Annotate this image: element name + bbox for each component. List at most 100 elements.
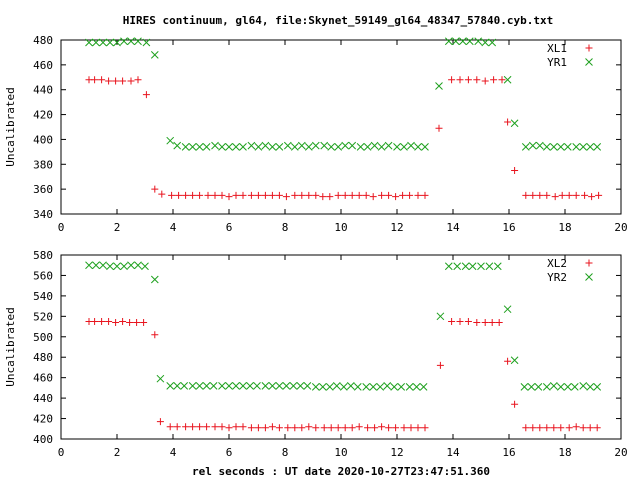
data-point-yr2: [218, 381, 226, 390]
data-point-yr1: [297, 141, 306, 150]
data-point-yr1: [586, 143, 595, 151]
data-point-yr2: [510, 356, 519, 365]
data-point-yr2: [232, 381, 240, 390]
data-point-yr2: [444, 262, 453, 271]
data-point-xl2: [189, 423, 197, 431]
data-point-yr1: [150, 51, 159, 59]
data-point-yr1: [451, 37, 460, 46]
data-point-yr2: [542, 383, 551, 391]
data-point-yr1: [377, 143, 386, 151]
data-point-xl2: [203, 423, 211, 431]
data-point-xl1: [522, 191, 530, 199]
data-point-xl2: [504, 357, 512, 365]
data-point-xl1: [341, 191, 349, 199]
data-point-yr1: [458, 37, 467, 46]
y-tick-label: 460: [33, 59, 53, 72]
data-point-xl2: [456, 317, 464, 325]
data-point-xl2: [247, 424, 255, 432]
data-point-yr1: [225, 143, 233, 151]
data-point-xl1: [362, 191, 370, 199]
y-axis-label: Uncalibrated: [4, 307, 17, 386]
data-point-yr2: [202, 381, 211, 390]
data-point-xl2: [495, 318, 503, 326]
data-point-yr2: [520, 383, 529, 391]
data-point-xl1: [572, 191, 580, 199]
data-point-yr2: [579, 381, 588, 390]
data-point-yr1: [113, 38, 121, 47]
data-point-xl2: [586, 424, 594, 432]
x-tick-label: 0: [58, 221, 65, 234]
data-point-xl1: [134, 76, 142, 84]
data-point-xl1: [326, 193, 334, 201]
data-point-xl1: [551, 193, 559, 201]
data-point-xl1: [504, 118, 512, 126]
data-point-yr1: [311, 141, 320, 150]
legend-marker-xl1: [585, 44, 593, 52]
data-point-yr2: [534, 383, 543, 391]
data-point-xl1: [127, 77, 135, 85]
data-point-xl2: [341, 424, 349, 432]
x-tick-label: 6: [226, 221, 233, 234]
data-point-xl2: [312, 424, 320, 432]
data-point-xl2: [327, 424, 335, 432]
data-point-yr2: [593, 383, 602, 391]
data-point-yr2: [493, 262, 502, 271]
data-point-xl2: [268, 423, 276, 431]
data-point-yr1: [444, 37, 453, 46]
data-point-yr1: [268, 143, 277, 151]
data-point-xl1: [543, 191, 551, 199]
data-point-yr1: [528, 141, 537, 150]
data-point-xl1: [119, 77, 127, 85]
data-point-xl1: [175, 191, 183, 199]
data-point-xl1: [536, 191, 544, 199]
data-point-xl2: [254, 424, 262, 432]
data-point-yr1: [283, 141, 292, 150]
data-point-xl1: [218, 191, 226, 199]
data-point-yr2: [180, 381, 189, 390]
data-point-yr2: [239, 381, 247, 390]
data-point-xl1: [142, 91, 150, 99]
data-point-yr1: [99, 38, 107, 47]
data-point-xl2: [378, 423, 386, 431]
data-point-xl1: [105, 77, 113, 85]
data-point-xl1: [348, 191, 356, 199]
y-axis-label: Uncalibrated: [4, 87, 17, 166]
legend-marker-xl2: [585, 259, 593, 267]
data-point-yr1: [142, 38, 151, 47]
x-tick-label: 20: [614, 221, 627, 234]
data-point-xl1: [305, 191, 313, 199]
data-point-xl2: [320, 424, 328, 432]
data-point-xl1: [588, 193, 596, 201]
data-point-yr2: [346, 381, 355, 390]
data-point-xl2: [166, 423, 174, 431]
data-point-yr2: [397, 383, 406, 391]
data-point-yr2: [253, 381, 261, 390]
legend-label-yr2: YR2: [547, 271, 567, 284]
data-point-yr1: [120, 37, 128, 46]
data-point-xl2: [119, 317, 127, 325]
data-point-xl2: [173, 423, 181, 431]
data-point-xl2: [364, 424, 372, 432]
data-point-yr2: [195, 381, 204, 390]
data-point-yr1: [181, 143, 190, 151]
x-tick-label: 16: [502, 446, 515, 459]
data-point-xl1: [182, 191, 190, 199]
data-point-xl1: [481, 77, 489, 85]
data-point-yr2: [282, 381, 291, 390]
data-point-yr1: [593, 143, 602, 151]
data-point-yr2: [556, 383, 565, 391]
data-point-xl1: [291, 191, 299, 199]
data-point-xl2: [298, 424, 306, 432]
data-point-xl2: [261, 424, 269, 432]
data-point-xl1: [421, 191, 429, 199]
data-point-yr1: [304, 143, 313, 151]
data-point-yr1: [503, 75, 512, 84]
data-point-yr1: [247, 141, 256, 150]
x-tick-label: 8: [282, 221, 289, 234]
data-point-xl1: [511, 167, 519, 174]
data-point-yr2: [412, 383, 421, 391]
data-point-xl1: [239, 191, 247, 199]
data-point-xl2: [284, 424, 292, 432]
data-point-yr2: [166, 381, 175, 390]
data-point-yr1: [579, 143, 588, 151]
